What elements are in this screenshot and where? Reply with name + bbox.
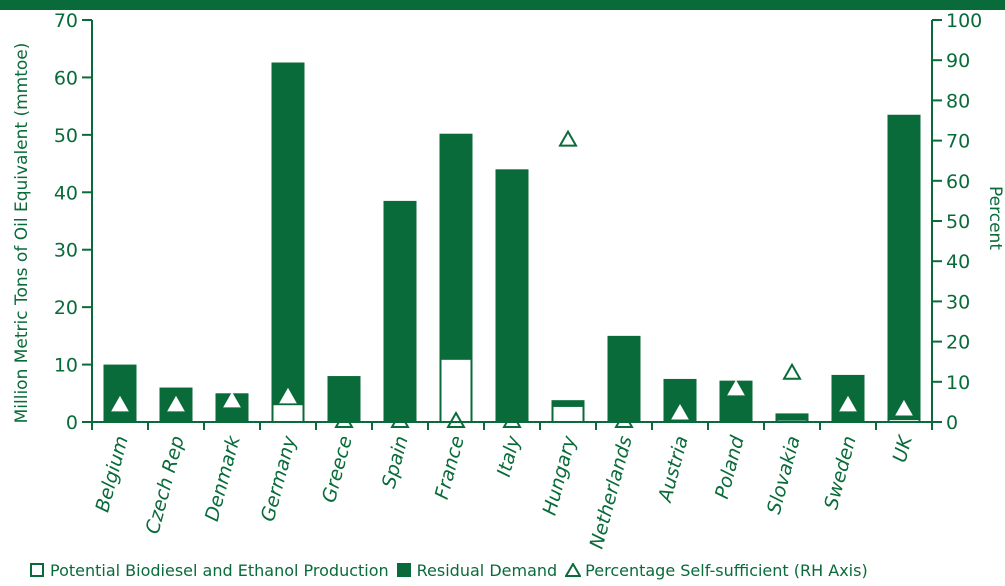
- legend-label-residual: Residual Demand: [416, 560, 558, 580]
- y-tick-label: 20: [54, 297, 78, 319]
- marker-percentage: [614, 410, 634, 428]
- x-tick-label: Sweden: [820, 434, 861, 512]
- bar-residual: [887, 114, 921, 420]
- x-tick-label: France: [431, 434, 469, 502]
- x-tick-label: Belgium: [91, 434, 132, 515]
- y2-axis-label: Percent: [985, 186, 1005, 250]
- y-tick-label: 30: [54, 240, 78, 262]
- y2-tick-label: 60: [946, 171, 970, 193]
- x-tick-label: Poland: [711, 433, 749, 502]
- x-tick-label: Greece: [318, 434, 357, 505]
- bar-residual: [607, 335, 641, 422]
- y2-tick-label: 30: [946, 291, 970, 313]
- x-tick-label: Slovakia: [763, 434, 805, 517]
- legend-item-residual: Residual Demand: [396, 560, 558, 580]
- y-tick-label: 50: [54, 125, 78, 147]
- triangle-icon: [565, 563, 582, 577]
- marker-percentage: [558, 129, 578, 147]
- marker-percentage: [839, 395, 857, 412]
- marker-percentage: [727, 379, 745, 396]
- x-tick-label: UK: [889, 432, 917, 465]
- y-axis-label: Million Metric Tons of Oil Equivalent (m…: [12, 43, 32, 424]
- legend-swatch-solid: [396, 563, 411, 577]
- y2-tick-label: 40: [946, 251, 970, 273]
- x-tick-label: Hungary: [539, 433, 581, 518]
- top-border: [0, 0, 1005, 10]
- bar-production: [271, 403, 305, 423]
- x-tick-label: Czech Rep: [142, 434, 189, 537]
- x-tick-label: Germany: [257, 433, 301, 524]
- legend: Potential Biodiesel and Ethanol Producti…: [30, 556, 876, 584]
- bar-residual: [327, 376, 361, 422]
- y-tick-label: 60: [54, 67, 78, 89]
- y2-tick-label: 100: [946, 10, 982, 32]
- marker-percentage: [895, 399, 913, 416]
- y2-tick-label: 80: [946, 90, 970, 112]
- bar-residual: [495, 169, 529, 422]
- bar-residual: [271, 62, 305, 405]
- bar-residual: [775, 413, 809, 420]
- y2-tick-label: 0: [946, 412, 958, 434]
- bar-residual: [103, 364, 137, 422]
- bar-residual: [439, 133, 473, 359]
- y-tick-label: 0: [66, 412, 78, 434]
- marker-percentage: [390, 410, 410, 428]
- bars-layer: [103, 62, 921, 424]
- y2-tick-label: 90: [946, 50, 970, 72]
- legend-item-percentage: Percentage Self-sufficient (RH Axis): [565, 561, 868, 580]
- marker-percentage: [279, 387, 297, 404]
- y2-tick-label: 10: [946, 372, 970, 394]
- x-tick-label: Italy: [493, 433, 525, 479]
- y-tick-label: 40: [54, 182, 78, 204]
- marker-percentage: [446, 410, 466, 428]
- y-tick-label: 70: [54, 10, 78, 32]
- marker-percentage: [167, 395, 185, 412]
- bar-residual: [383, 200, 417, 422]
- legend-label-percentage: Percentage Self-sufficient (RH Axis): [585, 560, 868, 580]
- x-tick-label: Denmark: [201, 433, 245, 524]
- legend-swatch-open: [30, 563, 44, 577]
- y-tick-label: 10: [54, 355, 78, 377]
- legend-label-production: Potential Biodiesel and Ethanol Producti…: [50, 560, 389, 580]
- y2-tick-label: 20: [946, 332, 970, 354]
- bar-production: [551, 404, 585, 424]
- y2-tick-label: 70: [946, 131, 970, 153]
- markers-layer: [111, 129, 913, 428]
- marker-percentage: [502, 410, 522, 428]
- x-tick-label: Netherlands: [586, 434, 637, 552]
- marker-percentage: [782, 362, 802, 380]
- x-tick-label: Austria: [654, 434, 693, 506]
- marker-percentage: [111, 395, 129, 412]
- legend-item-production: Potential Biodiesel and Ethanol Producti…: [30, 561, 389, 580]
- y2-tick-label: 50: [946, 211, 970, 233]
- x-tick-label: Spain: [378, 434, 413, 491]
- marker-percentage: [223, 391, 241, 408]
- marker-percentage: [671, 403, 689, 420]
- marker-percentage: [334, 410, 354, 428]
- bar-residual: [551, 400, 585, 406]
